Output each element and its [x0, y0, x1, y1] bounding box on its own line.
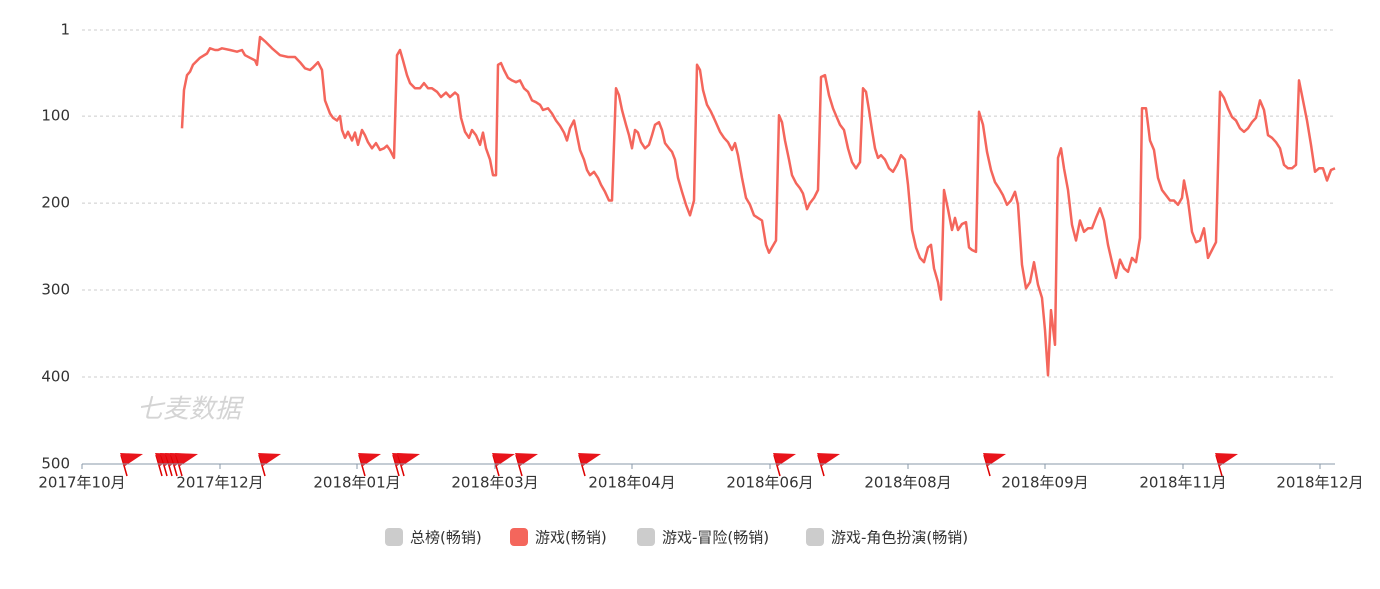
- flag-pole: [358, 454, 366, 477]
- y-tick-label: 100: [41, 107, 70, 125]
- flag: [175, 453, 198, 466]
- watermark: 七麦数据: [137, 395, 245, 425]
- y-tick-label: 500: [41, 455, 70, 473]
- legend-label: 游戏-冒险(畅销): [662, 529, 769, 547]
- x-tick-label: 2017年12月: [176, 474, 263, 492]
- series-line: [180, 35, 1336, 377]
- legend-label: 游戏(畅销): [535, 529, 607, 547]
- flag-pole: [155, 454, 163, 477]
- flag-pole: [175, 454, 183, 477]
- flag-pole: [120, 454, 128, 477]
- flag-pole: [773, 454, 781, 477]
- flag-pole: [258, 454, 266, 477]
- flag-pole: [170, 454, 178, 477]
- legend-item[interactable]: 总榜(畅销): [385, 528, 482, 547]
- flag: [397, 453, 420, 466]
- x-tick-label: 2018年12月: [1276, 474, 1363, 492]
- legend-item[interactable]: 游戏-冒险(畅销): [637, 528, 769, 547]
- flag-pole: [392, 454, 400, 477]
- flag-pole: [160, 454, 168, 477]
- legend-swatch: [637, 528, 655, 546]
- flag-pole: [492, 454, 500, 477]
- legend-label: 总榜(畅销): [410, 529, 482, 547]
- y-tick-label: 400: [41, 368, 70, 386]
- flag-pole: [165, 454, 173, 477]
- y-tick-label: 1: [60, 21, 70, 39]
- flag: [983, 453, 1006, 466]
- flag: [120, 453, 143, 466]
- flag: [817, 453, 840, 466]
- flag: [258, 453, 281, 466]
- legend-label: 游戏-角色扮演(畅销): [831, 529, 968, 547]
- x-tick-label: 2018年06月: [726, 474, 813, 492]
- y-tick-label: 300: [41, 281, 70, 299]
- x-tick-label: 2017年10月: [38, 474, 125, 492]
- flag: [578, 453, 601, 466]
- legend-swatch: [806, 528, 824, 546]
- flag: [358, 453, 381, 466]
- x-tick-label: 2018年09月: [1001, 474, 1088, 492]
- flag-pole: [397, 454, 405, 477]
- legend-item[interactable]: 游戏(畅销): [510, 528, 607, 547]
- x-tick-label: 2018年11月: [1139, 474, 1226, 492]
- flag-pole: [1215, 454, 1223, 477]
- x-tick-label: 2018年01月: [313, 474, 400, 492]
- legend-item[interactable]: 游戏-角色扮演(畅销): [806, 528, 968, 547]
- flag-pole: [983, 454, 991, 477]
- flag: [515, 453, 538, 466]
- legend-swatch: [510, 528, 528, 546]
- flag: [492, 453, 515, 466]
- x-tick-label: 2018年08月: [864, 474, 951, 492]
- flag-pole: [817, 454, 825, 477]
- flag: [1215, 453, 1238, 466]
- event-flags: [120, 453, 1238, 477]
- flag-pole: [515, 454, 523, 477]
- x-tick-label: 2018年04月: [588, 474, 675, 492]
- flag: [773, 453, 796, 466]
- flag-pole: [578, 454, 586, 477]
- x-tick-label: 2018年03月: [451, 474, 538, 492]
- y-tick-label: 200: [41, 194, 70, 212]
- legend-swatch: [385, 528, 403, 546]
